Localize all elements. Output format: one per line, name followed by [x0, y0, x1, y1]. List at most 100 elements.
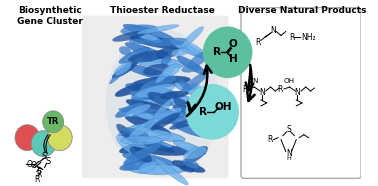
Ellipse shape [160, 91, 188, 99]
Ellipse shape [132, 142, 173, 149]
Ellipse shape [121, 25, 158, 36]
Text: R: R [199, 107, 207, 117]
Ellipse shape [173, 140, 206, 155]
Ellipse shape [172, 122, 206, 137]
Ellipse shape [132, 144, 189, 156]
Ellipse shape [179, 80, 191, 90]
Text: N: N [286, 149, 291, 158]
Circle shape [15, 125, 40, 150]
Ellipse shape [143, 64, 170, 75]
Ellipse shape [153, 98, 174, 119]
Text: S: S [286, 125, 291, 134]
Ellipse shape [121, 136, 161, 145]
Text: TR: TR [47, 117, 59, 126]
Ellipse shape [148, 92, 172, 106]
Ellipse shape [139, 161, 157, 173]
Text: H: H [286, 156, 291, 161]
Ellipse shape [137, 25, 179, 34]
Ellipse shape [135, 32, 162, 43]
Text: NH₂: NH₂ [301, 33, 316, 42]
Text: R: R [267, 135, 272, 144]
Ellipse shape [120, 161, 153, 170]
Ellipse shape [124, 159, 135, 169]
Ellipse shape [123, 143, 161, 165]
Circle shape [203, 26, 253, 78]
Ellipse shape [125, 116, 172, 136]
Ellipse shape [171, 49, 188, 56]
Ellipse shape [126, 99, 177, 116]
Ellipse shape [177, 56, 206, 75]
Text: Biosynthetic
Gene Cluster: Biosynthetic Gene Cluster [17, 6, 83, 26]
Text: N: N [259, 87, 265, 97]
Ellipse shape [116, 102, 143, 118]
Circle shape [186, 84, 239, 140]
Ellipse shape [150, 48, 172, 62]
Ellipse shape [112, 31, 146, 41]
Text: H: H [229, 54, 238, 64]
Circle shape [47, 125, 72, 150]
Ellipse shape [131, 109, 156, 120]
Text: O: O [30, 161, 36, 170]
Ellipse shape [129, 164, 187, 174]
Ellipse shape [130, 35, 186, 49]
Ellipse shape [121, 128, 148, 137]
Text: OH: OH [284, 78, 295, 84]
Ellipse shape [129, 39, 153, 44]
Ellipse shape [119, 107, 158, 113]
Text: Thioester Reductase: Thioester Reductase [110, 6, 215, 15]
Ellipse shape [156, 47, 179, 59]
Circle shape [43, 111, 64, 133]
Text: O: O [228, 39, 237, 49]
Ellipse shape [173, 105, 210, 118]
Ellipse shape [129, 91, 155, 100]
Ellipse shape [145, 117, 177, 125]
Ellipse shape [181, 71, 209, 93]
Ellipse shape [119, 46, 131, 55]
Ellipse shape [110, 57, 136, 84]
Ellipse shape [172, 161, 205, 172]
FancyBboxPatch shape [82, 16, 229, 178]
Ellipse shape [125, 43, 172, 62]
Ellipse shape [181, 27, 203, 47]
Ellipse shape [105, 29, 220, 176]
Text: OH: OH [214, 102, 232, 112]
Ellipse shape [149, 38, 188, 46]
Ellipse shape [116, 135, 136, 154]
Text: N: N [294, 87, 300, 97]
Ellipse shape [185, 146, 208, 163]
Ellipse shape [144, 134, 170, 143]
Ellipse shape [129, 118, 158, 139]
Ellipse shape [140, 76, 177, 90]
Ellipse shape [129, 50, 168, 62]
Text: R: R [213, 47, 221, 57]
Ellipse shape [174, 82, 209, 98]
Ellipse shape [188, 51, 211, 68]
Ellipse shape [151, 113, 180, 130]
Ellipse shape [159, 111, 189, 118]
Ellipse shape [132, 112, 189, 123]
Ellipse shape [183, 147, 207, 159]
Ellipse shape [125, 83, 177, 97]
Ellipse shape [114, 62, 132, 76]
Ellipse shape [180, 165, 195, 172]
Ellipse shape [155, 64, 176, 83]
Text: CN: CN [249, 78, 259, 84]
Ellipse shape [115, 84, 144, 97]
Ellipse shape [162, 64, 180, 77]
Text: S: S [46, 157, 51, 166]
Ellipse shape [119, 142, 149, 153]
Ellipse shape [187, 99, 210, 112]
Ellipse shape [119, 124, 146, 136]
Ellipse shape [132, 76, 191, 88]
Ellipse shape [142, 53, 156, 61]
Text: S: S [42, 152, 47, 161]
Text: Diverse Natural Products: Diverse Natural Products [238, 6, 366, 15]
Ellipse shape [153, 108, 182, 123]
Text: N: N [271, 26, 276, 35]
Ellipse shape [142, 142, 175, 152]
Ellipse shape [155, 158, 188, 185]
Ellipse shape [112, 62, 137, 78]
Ellipse shape [125, 64, 172, 80]
FancyBboxPatch shape [241, 8, 361, 178]
Ellipse shape [131, 91, 153, 101]
